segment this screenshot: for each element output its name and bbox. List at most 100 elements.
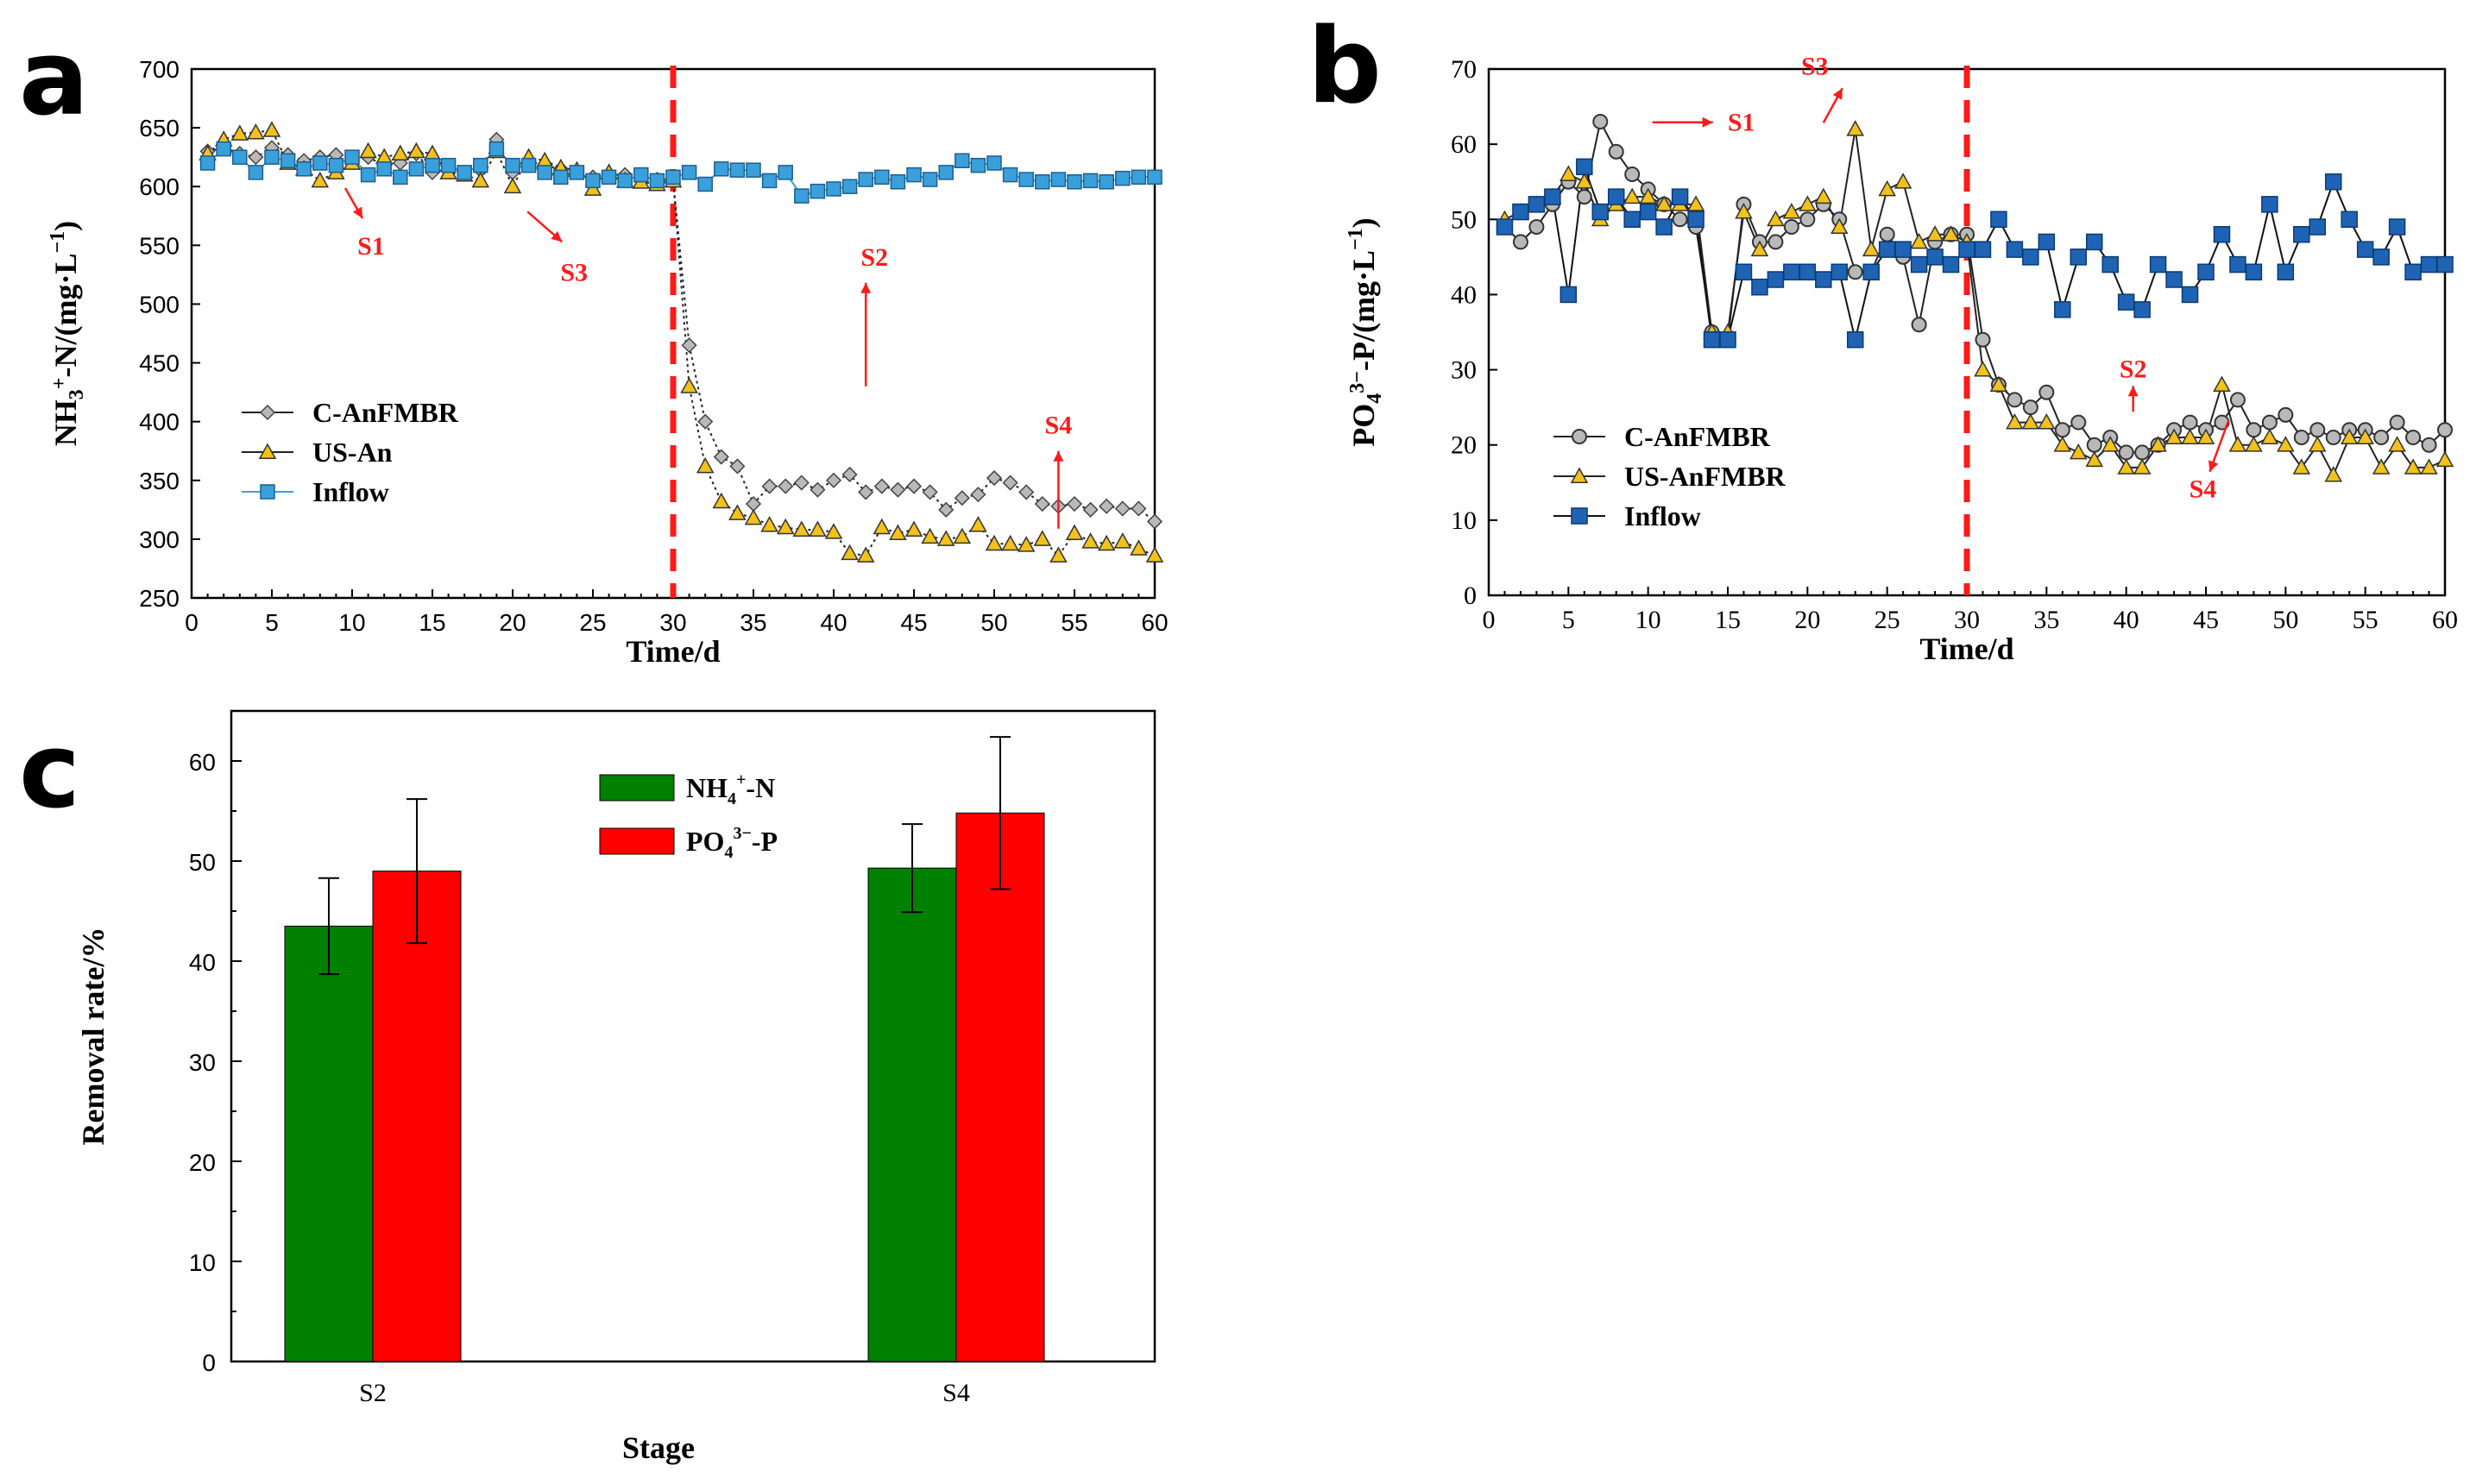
chart-b-series-2-point bbox=[2006, 241, 2024, 258]
chart-b-series-2-point bbox=[1560, 286, 1578, 304]
chart-a-series-1-point bbox=[889, 524, 907, 541]
chart-a-series-2-point bbox=[729, 162, 746, 178]
chart-a-series-1-point bbox=[744, 508, 763, 525]
chart-a-series-2-point bbox=[280, 153, 296, 169]
chart-a-series-1-point bbox=[904, 520, 923, 537]
chart-b-series-1-point bbox=[2388, 436, 2406, 452]
chart-b-series-2-point bbox=[1687, 211, 1704, 229]
chart-b-series-2-point bbox=[2341, 211, 2358, 229]
chart-a-series-0-point bbox=[1018, 484, 1035, 500]
chart-a-series-1-point bbox=[230, 124, 249, 141]
chart-b-series-2-point bbox=[1815, 271, 1832, 288]
chart-a-ytick-label: 650 bbox=[139, 115, 180, 141]
chart-a-series-2-point bbox=[665, 169, 681, 186]
chart-b-series-1-point bbox=[1862, 240, 1881, 257]
chart-a-legend-marker bbox=[258, 443, 277, 459]
chart-a-xtick-label: 5 bbox=[265, 609, 279, 636]
chart-a-series-2-point bbox=[199, 155, 216, 171]
chart-b-series-2-point bbox=[2085, 233, 2103, 251]
chart-a-xtick-label: 35 bbox=[740, 609, 766, 636]
chart-a-xtick-label: 20 bbox=[499, 609, 526, 636]
chart-b-series-2-point bbox=[2309, 218, 2327, 236]
chart-a-series-2-point bbox=[232, 149, 248, 165]
chart-a-series-1-point bbox=[503, 177, 522, 194]
chart-c-ytick-label: 40 bbox=[189, 949, 216, 976]
chart-a-series-2-point bbox=[810, 183, 826, 199]
chart-a-series-2-point bbox=[248, 165, 264, 180]
chart-a-series-2-point bbox=[906, 167, 922, 183]
chart-a-series-1-point bbox=[359, 141, 377, 159]
chart-b-series-0-point bbox=[2373, 430, 2390, 445]
chart-a-series-0-point bbox=[713, 449, 729, 465]
chart-b-series-2-point bbox=[1894, 241, 1912, 258]
chart-b-legend-label: C-AnFMBR bbox=[1624, 421, 1771, 452]
chart-a-series-1-point bbox=[776, 518, 795, 535]
chart-a-series-2-point bbox=[858, 172, 873, 187]
chart-a-series-1-point bbox=[1065, 524, 1084, 541]
chart-a-series-2-point bbox=[1018, 172, 1034, 187]
chart-b-series-2-point bbox=[1767, 271, 1785, 288]
chart-b-series-0-point bbox=[1512, 234, 1528, 250]
chart-a: 0 5 10 15 20 25 30 35 40 45 50 55 60 250 300 350 400 450 5… bbox=[47, 56, 1169, 669]
panel-letter-b: b bbox=[1307, 7, 1382, 127]
chart-b-series-0-point bbox=[1528, 219, 1545, 235]
chart-a-series-2-point bbox=[457, 165, 472, 180]
chart-b-xtick-label: 5 bbox=[1562, 606, 1575, 634]
chart-b-series-2-point bbox=[2213, 225, 2231, 243]
chart-b-xlabel: Time/d bbox=[1919, 632, 2013, 666]
chart-a-series-2-point bbox=[841, 179, 858, 194]
chart-c-ytick-label: 50 bbox=[189, 849, 216, 876]
chart-a-series-2-point bbox=[826, 181, 841, 197]
chart-b-series-1-point bbox=[1942, 225, 1960, 242]
chart-a-series-0-point bbox=[858, 484, 874, 500]
chart-b-series-0-point bbox=[2293, 430, 2309, 445]
chart-a-series-0-point bbox=[761, 478, 778, 494]
chart-b-ylabel-rest: -P/(mg·L bbox=[1346, 250, 1381, 371]
chart-b-series-2-point bbox=[1926, 248, 1944, 266]
chart-a-annotation: S2 bbox=[860, 243, 888, 387]
chart-a-xtick-label: 60 bbox=[1141, 609, 1168, 636]
chart-a-series-0-point bbox=[697, 413, 714, 430]
chart-b-legend-marker bbox=[1570, 467, 1589, 483]
chart-b-series-2-point bbox=[2038, 233, 2056, 251]
chart-b-series-1-point bbox=[1623, 187, 1641, 204]
chart-c-plot-frame bbox=[230, 709, 1156, 1363]
chart-b-series-2-point bbox=[2022, 248, 2039, 266]
chart-a-series-2-point bbox=[601, 169, 617, 186]
chart-a-series-0-point bbox=[825, 472, 842, 488]
chart-a-ylabel-unit-sup: −1 bbox=[47, 231, 69, 254]
chart-b-series-2-point bbox=[2324, 173, 2342, 191]
chart-b-series-2-point bbox=[2372, 248, 2390, 266]
chart-b-series-2-point bbox=[2117, 293, 2135, 311]
chart-b-ytick-label: 30 bbox=[1451, 356, 1477, 385]
chart-b-series-1-point bbox=[1639, 187, 1657, 204]
chart-a-annotation-arrowhead bbox=[1053, 450, 1064, 462]
chart-b-series-2-point bbox=[2054, 301, 2071, 318]
chart-a-series-2-point bbox=[264, 149, 280, 165]
chart-b-series-2-point bbox=[1735, 263, 1753, 281]
chart-b-series-0-point bbox=[2325, 430, 2341, 445]
chart-b-xtick-label: 15 bbox=[1715, 606, 1741, 634]
chart-b-xtick-label: 35 bbox=[2033, 606, 2059, 634]
chart-a-series-2-point bbox=[1067, 174, 1082, 190]
chart-a-series-0-point bbox=[1131, 500, 1147, 517]
chart-a-ylabel: NH3+-N/(mg·L−1) bbox=[47, 221, 88, 446]
chart-a-series-2-point bbox=[761, 173, 778, 189]
chart-b-series-1-point bbox=[2292, 458, 2311, 475]
chart-c-ytick-label: 10 bbox=[189, 1249, 216, 1276]
chart-b-series-2-point bbox=[1990, 211, 2007, 229]
chart-b-legend-label: Inflow bbox=[1624, 500, 1701, 531]
chart-b-xtick-label: 60 bbox=[2432, 606, 2458, 634]
chart-a-series-2-point bbox=[938, 165, 954, 180]
chart-b-xtick-label: 55 bbox=[2353, 606, 2379, 634]
chart-b-series-1-point bbox=[1878, 179, 1896, 197]
chart-a-series-0-point bbox=[793, 475, 810, 491]
chart-b-series-1-point bbox=[2340, 428, 2359, 444]
chart-c-ytick-label: 30 bbox=[189, 1049, 216, 1076]
chart-b-series-2-point bbox=[2181, 286, 2199, 304]
chart-a-series-0-point bbox=[1082, 501, 1099, 518]
chart-b-series-0-point bbox=[2278, 406, 2294, 423]
chart-b-annotation-label: S4 bbox=[2190, 475, 2217, 504]
chart-b-series-1-point bbox=[1750, 240, 1769, 257]
